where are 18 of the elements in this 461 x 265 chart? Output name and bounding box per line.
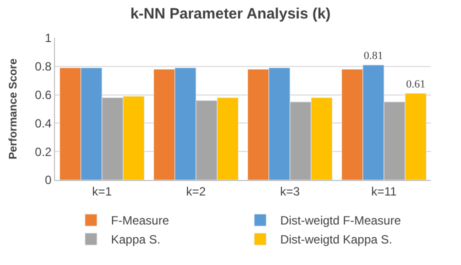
data-label: 0.81 — [364, 50, 384, 62]
y-tick-label: 0.4 — [34, 116, 52, 130]
y-axis-title: Performance Score — [8, 58, 20, 160]
legend-label: F-Measure — [111, 214, 170, 228]
x-tick-label: k=11 — [371, 184, 398, 198]
y-tick-label: 0.2 — [34, 144, 52, 159]
y-tick-label: 0.6 — [34, 88, 52, 102]
x-tick-label: k=3 — [280, 184, 300, 198]
y-tick-label: 0.8 — [34, 60, 52, 74]
y-tick-label: 0 — [44, 173, 52, 188]
y-tick-label: 1 — [44, 31, 52, 46]
legend-label: Kappa S. — [111, 232, 160, 247]
chart-title: k-NN Parameter Analysis (k) — [130, 5, 331, 22]
legend-label: Dist-weigtd Kappa S. — [280, 232, 392, 247]
legend-label: Dist-weigtd F-Measure — [280, 214, 402, 228]
data-label: 0.61 — [406, 78, 426, 90]
x-tick-label: k=1 — [92, 184, 112, 198]
x-tick-label: k=2 — [186, 184, 206, 198]
